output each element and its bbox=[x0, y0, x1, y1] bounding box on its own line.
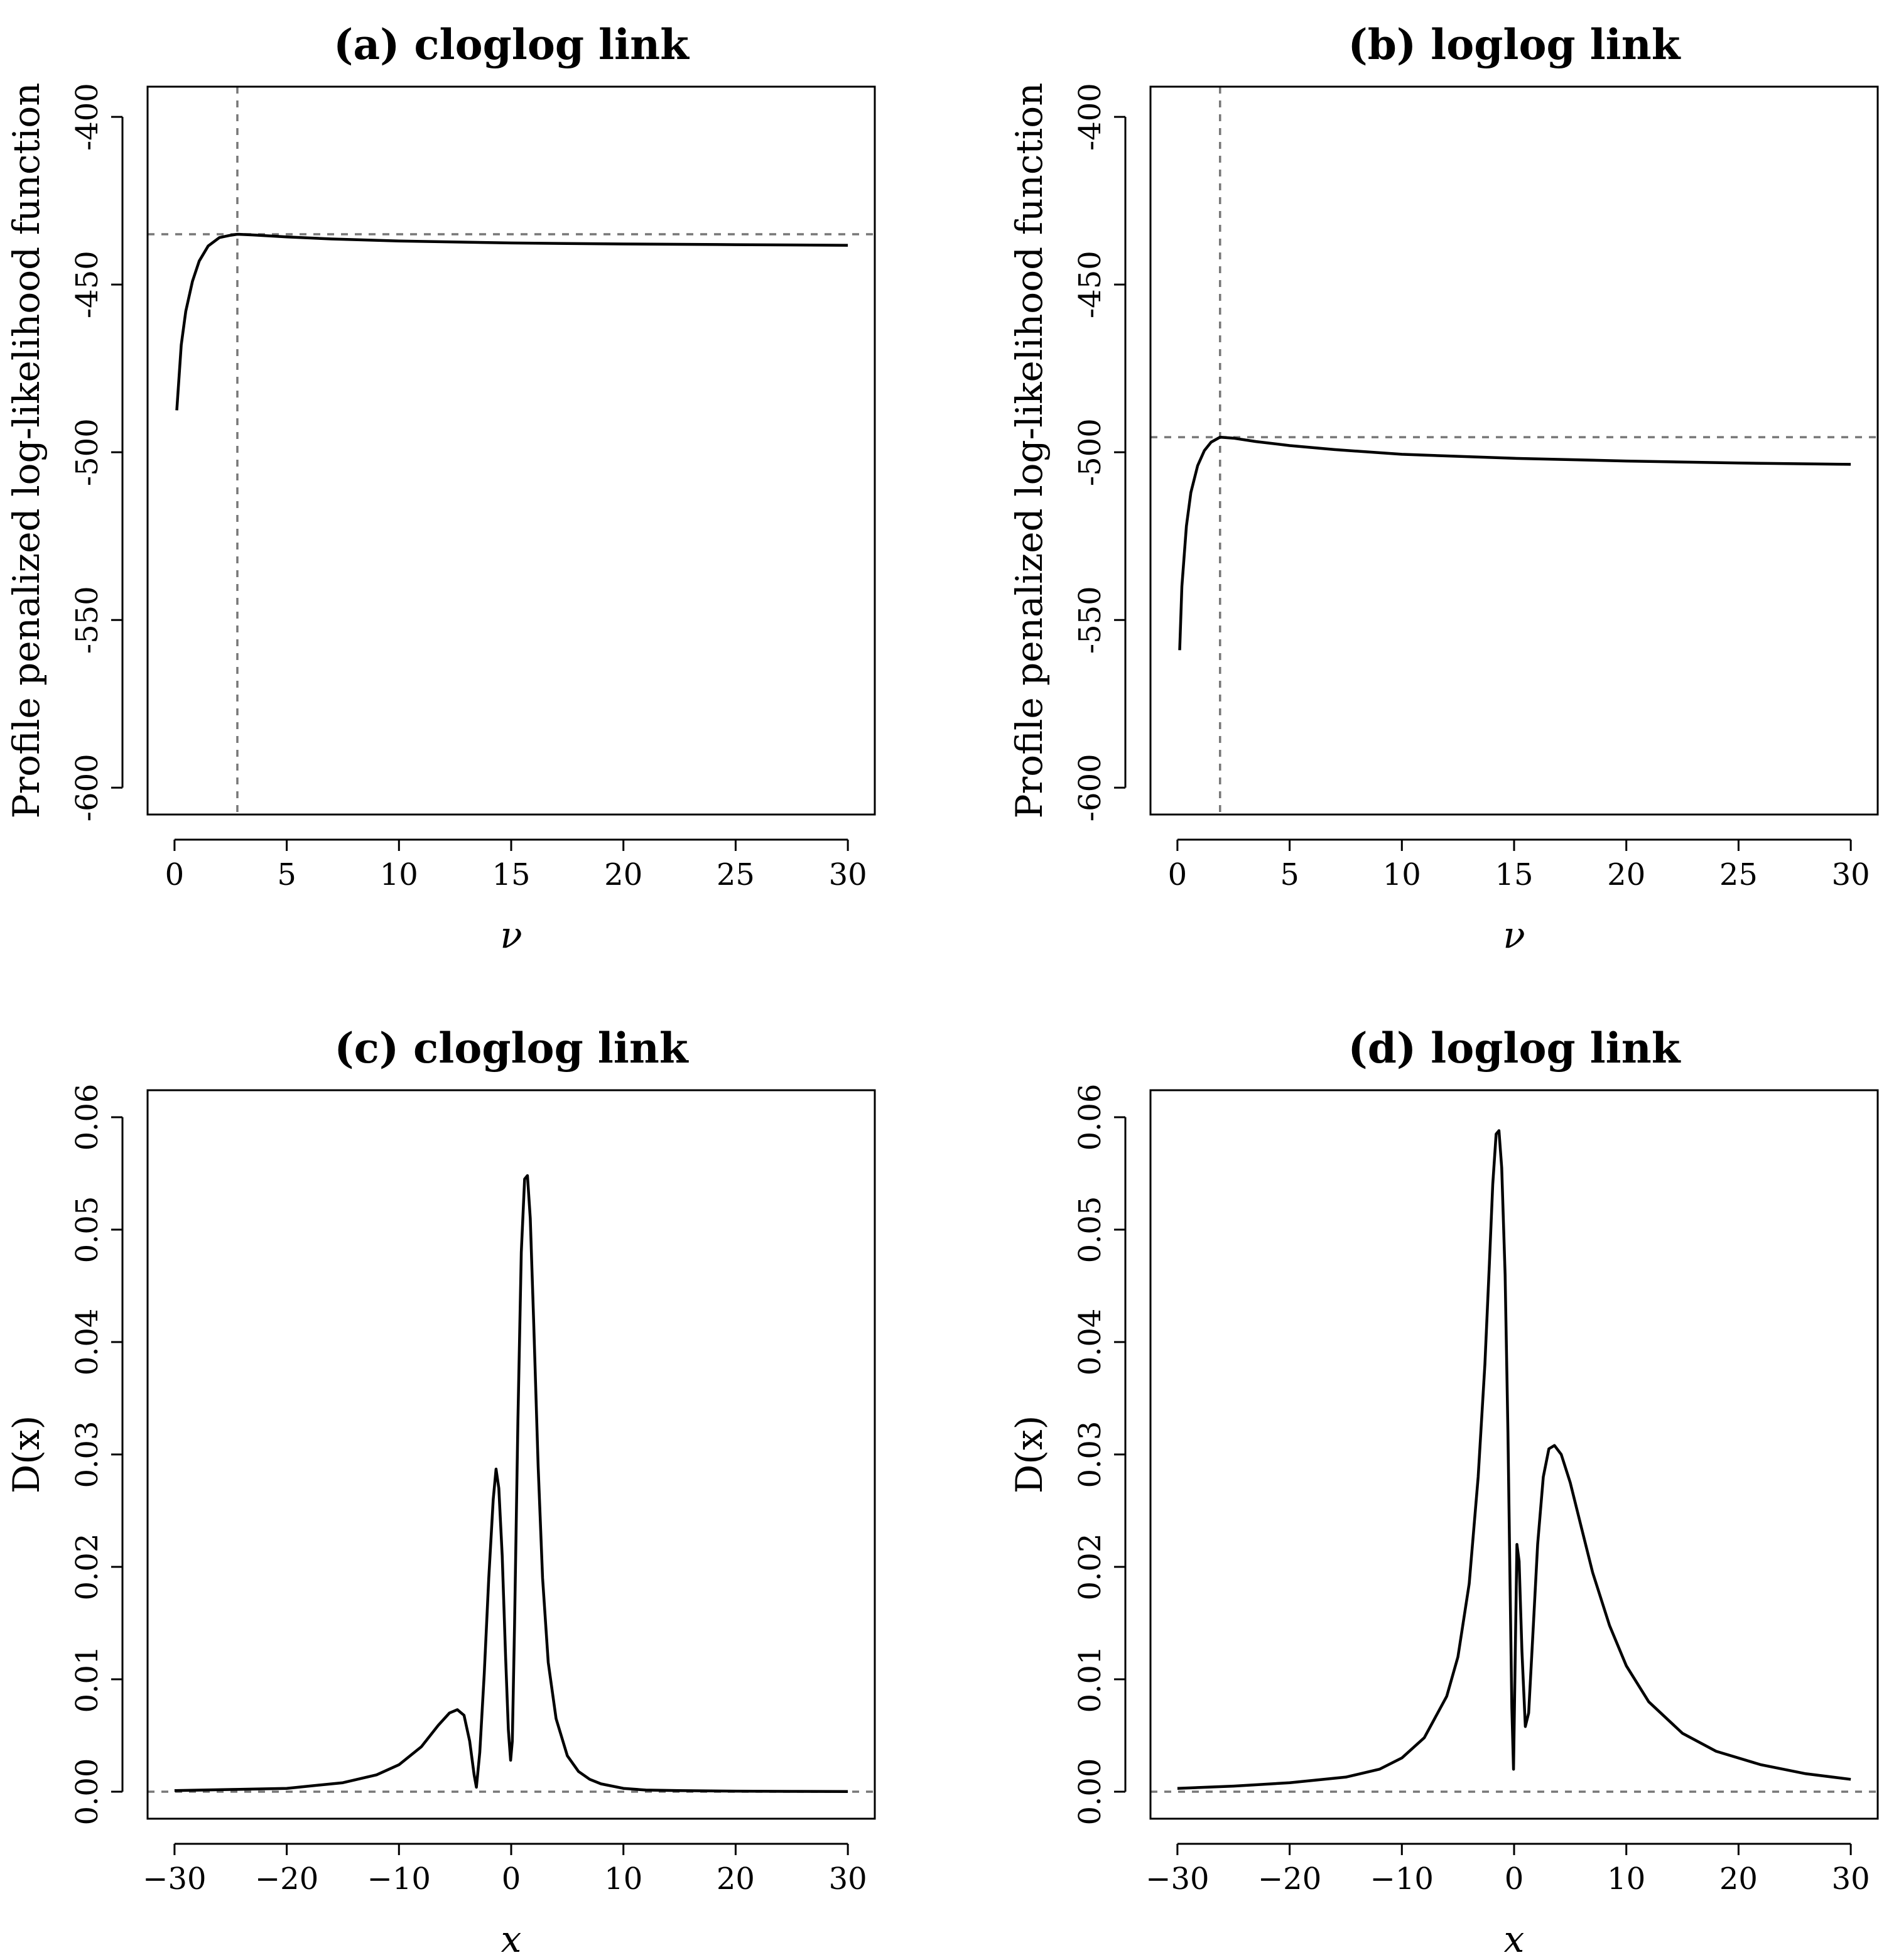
y-tick-label: 0.05 bbox=[1073, 1196, 1108, 1264]
x-axis-label: ν bbox=[500, 914, 522, 956]
x-tick-label: 20 bbox=[604, 857, 642, 892]
y-tick-label: -600 bbox=[1073, 754, 1108, 821]
y-tick-label: -400 bbox=[70, 83, 105, 151]
x-axis-label: ν bbox=[1503, 914, 1525, 956]
x-tick-label: 0 bbox=[1168, 857, 1188, 892]
y-tick-label: 0.06 bbox=[70, 1084, 105, 1151]
y-tick-label: -550 bbox=[70, 586, 105, 654]
panel-title: (a) cloglog link bbox=[333, 20, 690, 69]
x-tick-label: 30 bbox=[829, 1861, 867, 1897]
series-line bbox=[174, 1174, 848, 1793]
x-tick-label: 25 bbox=[1719, 857, 1758, 892]
y-tick-label: -550 bbox=[1073, 586, 1108, 654]
panel-d: (d) loglog link −30 −20 −10 0 10 20 30 x 0.00 0.01… bbox=[1008, 1024, 1879, 1960]
y-tick-label: 0.03 bbox=[70, 1421, 105, 1488]
x-tick-label: 30 bbox=[1832, 857, 1870, 892]
y-axis-label: D(x) bbox=[1008, 1416, 1051, 1493]
x-tick-label: 15 bbox=[1495, 857, 1533, 892]
y-tick-label: 0.02 bbox=[1073, 1534, 1108, 1601]
y-tick-label: 0.03 bbox=[1073, 1421, 1108, 1488]
x-axis-label: x bbox=[501, 1918, 522, 1960]
series-line bbox=[1178, 435, 1851, 651]
x-tick-label: 20 bbox=[1719, 1861, 1758, 1897]
panel-title: (b) loglog link bbox=[1348, 20, 1681, 69]
y-tick-label: 0.01 bbox=[70, 1646, 105, 1713]
x-tick-label: 0 bbox=[502, 1861, 521, 1897]
plot-frame bbox=[146, 85, 876, 816]
y-tick-label: 0.04 bbox=[1073, 1309, 1108, 1376]
x-tick-label: −30 bbox=[143, 1861, 206, 1897]
y-tick-label: -450 bbox=[70, 251, 105, 318]
x-tick-label: 25 bbox=[717, 857, 755, 892]
y-tick-label: 0.00 bbox=[70, 1758, 105, 1826]
y-axis-label: D(x) bbox=[5, 1416, 48, 1493]
series-line bbox=[1177, 1129, 1851, 1790]
y-tick-label: 0.06 bbox=[1073, 1084, 1108, 1151]
y-tick-label: -450 bbox=[1073, 251, 1108, 318]
y-tick-label: 0.05 bbox=[70, 1196, 105, 1264]
x-tick-label: −10 bbox=[1370, 1861, 1434, 1897]
x-tick-label: 30 bbox=[829, 857, 867, 892]
panel-c: (c) cloglog link −30 −20 −10 0 10 20 30 x 0.00 0.0… bbox=[5, 1024, 876, 1960]
y-tick-label: 0.02 bbox=[70, 1534, 105, 1601]
y-axis-label: Profile penalized log-likelihood functio… bbox=[5, 82, 48, 818]
x-tick-label: 20 bbox=[1607, 857, 1645, 892]
x-tick-label: 10 bbox=[1607, 1861, 1645, 1897]
panel-a: (a) cloglog link 0 5 10 15 20 25 30 ν -600 -550 -50… bbox=[5, 20, 876, 956]
y-tick-label: 0.04 bbox=[70, 1309, 105, 1376]
x-tick-label: 10 bbox=[1383, 857, 1421, 892]
x-tick-label: 30 bbox=[1832, 1861, 1870, 1897]
x-tick-label: 0 bbox=[165, 857, 185, 892]
x-tick-label: 0 bbox=[1505, 1861, 1524, 1897]
y-tick-label: 0.00 bbox=[1073, 1758, 1108, 1826]
x-tick-label: 5 bbox=[1280, 857, 1299, 892]
panel-title: (d) loglog link bbox=[1348, 1024, 1681, 1073]
panel-title: (c) cloglog link bbox=[334, 1024, 688, 1073]
x-tick-label: 10 bbox=[604, 1861, 642, 1897]
y-axis-label: Profile penalized log-likelihood functio… bbox=[1008, 82, 1051, 818]
y-tick-label: -500 bbox=[1073, 418, 1108, 486]
x-tick-label: 15 bbox=[492, 857, 530, 892]
x-tick-label: −20 bbox=[1258, 1861, 1321, 1897]
y-tick-label: -400 bbox=[1073, 83, 1108, 151]
plot-frame bbox=[146, 1089, 876, 1820]
x-tick-label: 10 bbox=[380, 857, 418, 892]
y-tick-label: 0.01 bbox=[1073, 1646, 1108, 1713]
x-tick-label: 20 bbox=[717, 1861, 755, 1897]
x-axis-label: x bbox=[1504, 1918, 1525, 1960]
x-tick-label: 5 bbox=[277, 857, 296, 892]
x-tick-label: −20 bbox=[255, 1861, 318, 1897]
y-tick-label: -500 bbox=[70, 418, 105, 486]
plot-frame bbox=[1149, 1089, 1879, 1820]
y-tick-label: -600 bbox=[70, 754, 105, 821]
plot-frame bbox=[1149, 85, 1879, 816]
series-line bbox=[175, 232, 848, 411]
panel-b: (b) loglog link 0 5 10 15 20 25 30 ν -600 -550 -500… bbox=[1008, 20, 1879, 956]
x-tick-label: −10 bbox=[367, 1861, 431, 1897]
x-tick-label: −30 bbox=[1145, 1861, 1209, 1897]
